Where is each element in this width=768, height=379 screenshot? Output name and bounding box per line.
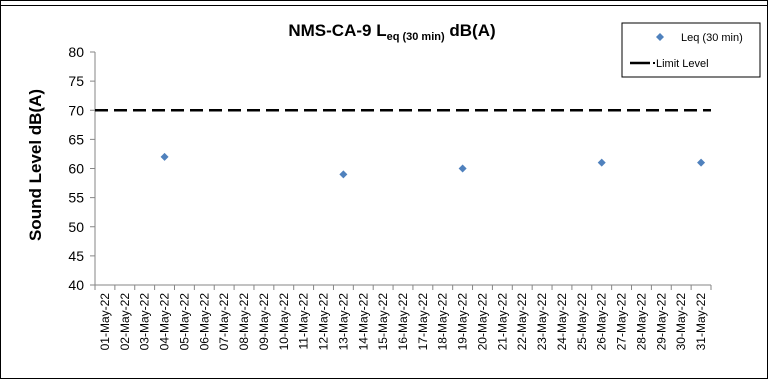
x-tick-label: 31-May-22 bbox=[694, 293, 708, 351]
y-axis-label: Sound Level dB(A) bbox=[26, 89, 45, 241]
x-tick-label: 26-May-22 bbox=[595, 293, 609, 351]
x-tick-label: 14-May-22 bbox=[356, 293, 370, 351]
y-tick-label: 70 bbox=[68, 102, 84, 118]
x-tick-label: 01-May-22 bbox=[98, 293, 112, 351]
y-tick-label: 40 bbox=[68, 277, 84, 293]
legend-leq-marker bbox=[656, 33, 664, 41]
legend-box bbox=[621, 22, 761, 78]
leq-point bbox=[458, 164, 467, 173]
chart-title-main: NMS-CA-9 L bbox=[288, 21, 386, 40]
legend-limit-dot bbox=[653, 62, 655, 64]
chart-title: NMS-CA-9 Leq (30 min) dB(A) bbox=[288, 21, 495, 43]
x-tick-label: 19-May-22 bbox=[456, 293, 470, 351]
x-tick-label: 18-May-22 bbox=[436, 293, 450, 351]
leq-point bbox=[339, 170, 348, 179]
y-tick-label: 60 bbox=[68, 161, 84, 177]
y-tick-label: 75 bbox=[68, 73, 84, 89]
chart-title-subscript: eq (30 min) bbox=[387, 31, 445, 43]
x-tick-label: 30-May-22 bbox=[674, 293, 688, 351]
chart-legend: Leq (30 min) Limit Level bbox=[621, 22, 761, 78]
x-tick-label: 02-May-22 bbox=[118, 293, 132, 351]
chart-title-text: NMS-CA-9 Leq (30 min) dB(A) bbox=[288, 21, 495, 43]
legend-leq-label: Leq (30 min) bbox=[681, 32, 743, 44]
chart-title-suffix: dB(A) bbox=[445, 21, 496, 40]
leq-point bbox=[597, 158, 606, 167]
x-tick-label: 13-May-22 bbox=[336, 293, 350, 351]
y-tick-label: 80 bbox=[68, 44, 84, 60]
x-tick-label: 22-May-22 bbox=[515, 293, 529, 351]
y-tick-label: 65 bbox=[68, 131, 84, 147]
legend-limit-label: Limit Level bbox=[656, 58, 709, 70]
y-tick-label: 55 bbox=[68, 190, 84, 206]
x-tick-label: 03-May-22 bbox=[138, 293, 152, 351]
x-tick-label: 08-May-22 bbox=[237, 293, 251, 351]
x-tick-label: 20-May-22 bbox=[475, 293, 489, 351]
x-tick-label: 16-May-22 bbox=[396, 293, 410, 351]
y-tick-labels: 40 45 50 55 60 65 70 75 80 bbox=[68, 44, 84, 293]
x-tick-label: 25-May-22 bbox=[575, 293, 589, 351]
x-tick-label: 09-May-22 bbox=[257, 293, 271, 351]
y-tick-label: 50 bbox=[68, 219, 84, 235]
y-tick-label: 45 bbox=[68, 248, 84, 264]
leq-point bbox=[697, 158, 706, 167]
frame-top-border bbox=[0, 5, 768, 6]
x-tick-label: 04-May-22 bbox=[158, 293, 172, 351]
leq-point bbox=[160, 152, 169, 161]
x-tick-label: 07-May-22 bbox=[217, 293, 231, 351]
x-tick-label: 27-May-22 bbox=[615, 293, 629, 351]
x-tick-label: 12-May-22 bbox=[317, 293, 331, 351]
x-tick-label: 06-May-22 bbox=[197, 293, 211, 351]
x-tick-label: 29-May-22 bbox=[654, 293, 668, 351]
x-tick-label: 15-May-22 bbox=[376, 293, 390, 351]
x-tick-label: 24-May-22 bbox=[555, 293, 569, 351]
x-tick-labels: 01-May-22 02-May-22 03-May-22 04-May-22 05-M… bbox=[98, 293, 708, 351]
x-tick-label: 11-May-22 bbox=[297, 293, 311, 350]
leq-series bbox=[160, 152, 706, 179]
x-tick-label: 17-May-22 bbox=[416, 293, 430, 351]
x-tick-label: 10-May-22 bbox=[277, 293, 291, 351]
chart-axes bbox=[90, 51, 712, 290]
x-tick-label: 28-May-22 bbox=[634, 293, 648, 351]
x-tick-label: 05-May-22 bbox=[177, 293, 191, 351]
x-tick-label: 21-May-22 bbox=[495, 293, 509, 351]
x-tick-label: 23-May-22 bbox=[535, 293, 549, 351]
